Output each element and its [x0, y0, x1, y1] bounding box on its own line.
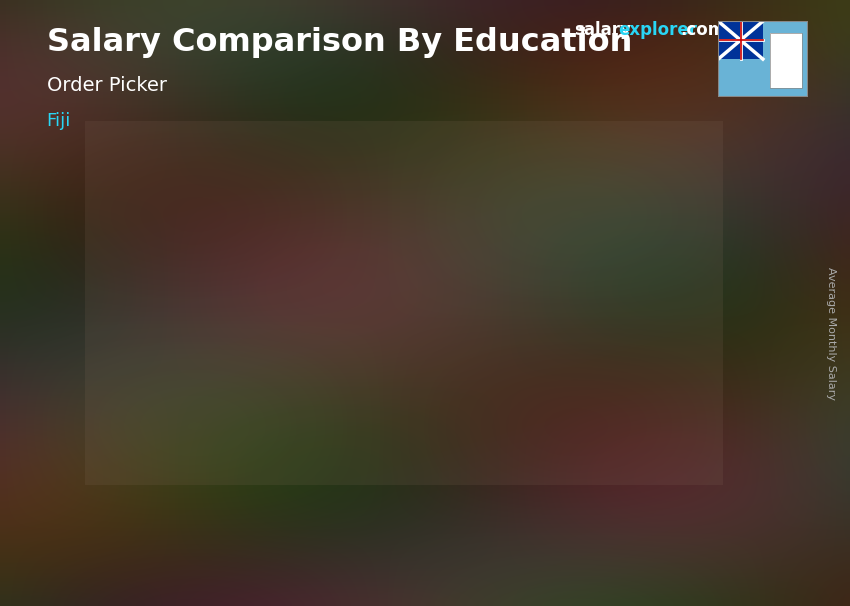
Bar [598, 224, 695, 503]
Text: Bachelor's
Degree: Bachelor's Degree [604, 541, 690, 579]
Bar [770, 33, 802, 88]
Polygon shape [138, 384, 251, 398]
Text: explorer: explorer [618, 21, 697, 39]
Polygon shape [695, 210, 711, 503]
Text: +57%: +57% [264, 251, 362, 281]
Bar [718, 21, 763, 59]
Text: Average Monthly Salary: Average Monthly Salary [826, 267, 836, 400]
Text: High School: High School [137, 541, 235, 559]
Text: salary: salary [574, 21, 631, 39]
Bar [138, 398, 235, 503]
Bar [770, 33, 802, 88]
Bar [85, 121, 722, 485]
Text: 780 FJD: 780 FJD [140, 363, 224, 382]
Polygon shape [598, 210, 711, 224]
Polygon shape [235, 384, 251, 503]
Polygon shape [368, 322, 481, 337]
Text: 2,060 FJD: 2,060 FJD [601, 190, 705, 209]
Text: Certificate or
Diploma: Certificate or Diploma [362, 541, 471, 579]
Text: 1,230 FJD: 1,230 FJD [371, 302, 475, 321]
Text: Salary Comparison By Education: Salary Comparison By Education [47, 27, 632, 58]
Text: .com: .com [680, 21, 725, 39]
Text: +68%: +68% [494, 139, 592, 168]
Bar [368, 337, 465, 503]
Text: Order Picker: Order Picker [47, 76, 167, 95]
Text: Fiji: Fiji [47, 112, 71, 130]
Polygon shape [465, 322, 481, 503]
